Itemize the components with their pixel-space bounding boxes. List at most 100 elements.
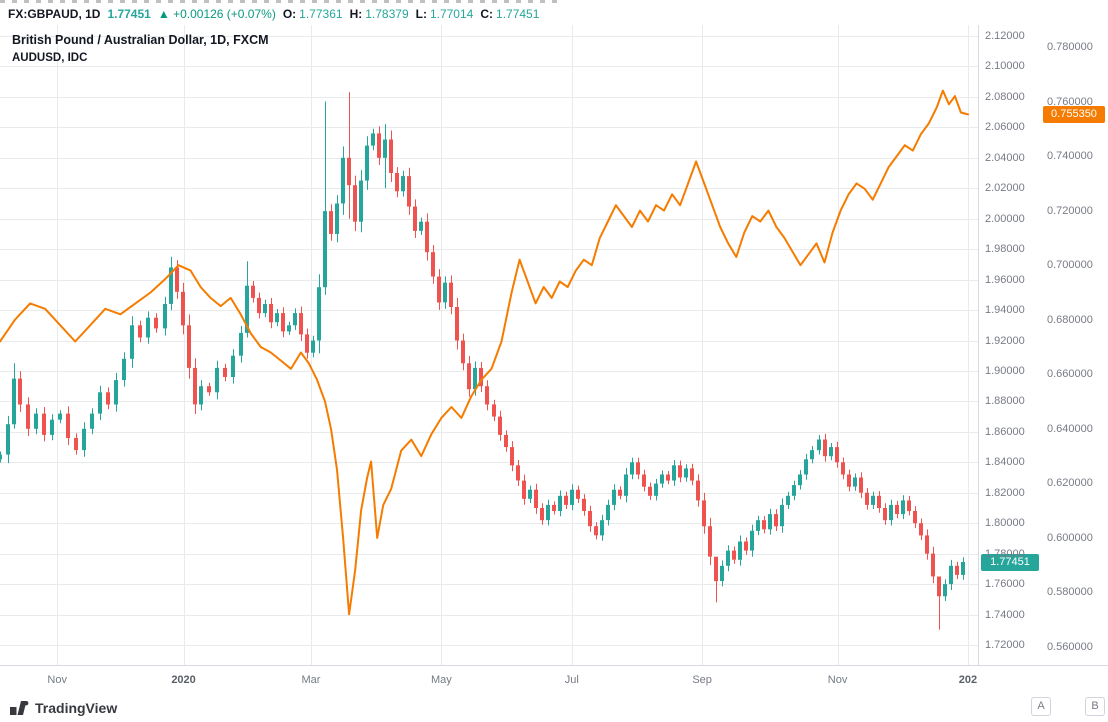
audusd-price-tick: 0.600000 — [1047, 531, 1093, 544]
candle-body — [467, 363, 471, 390]
candle-body — [377, 133, 381, 158]
candle-body — [504, 434, 508, 448]
candle-body — [347, 157, 351, 186]
candle-body — [859, 477, 863, 493]
price-axis[interactable]: 1.77451 0.755350 2.12000 2.10000 2.08000 2.… — [978, 25, 1108, 665]
gbpaud-price-tick: 1.98000 — [985, 243, 1025, 256]
candle-body — [437, 276, 441, 303]
candle-body — [365, 145, 369, 181]
audusd-price-tick: 0.680000 — [1047, 313, 1093, 326]
candle-body — [207, 386, 211, 393]
candle-body — [122, 358, 126, 381]
candle-body — [798, 474, 802, 486]
candle-body — [215, 367, 219, 393]
clipped-text-above — [0, 0, 560, 3]
candle-body — [114, 380, 118, 405]
ohlc-low: L: 1.77014 — [415, 7, 474, 21]
candle-body — [732, 550, 736, 560]
tradingview-brand[interactable]: TradingView — [10, 700, 117, 716]
candle-body — [154, 317, 158, 329]
audusd-price-tick: 0.560000 — [1047, 641, 1093, 653]
time-tick-label: Mar — [301, 674, 321, 686]
audusd-price-tick: 0.760000 — [1047, 95, 1093, 108]
candle-body — [455, 307, 459, 341]
tradingview-wordmark: TradingView — [35, 700, 118, 716]
gbpaud-price-tick: 2.08000 — [985, 90, 1025, 103]
candle-body — [901, 500, 905, 515]
candle-body — [239, 332, 243, 356]
candle-body — [768, 514, 772, 530]
candle-body — [473, 367, 477, 390]
gbpaud-price-tick: 1.88000 — [985, 395, 1025, 408]
candle-body — [786, 495, 790, 505]
time-axis[interactable]: Nov 2020 Mar May Jul Sep Nov 202 — [0, 665, 1108, 695]
audusd-price-tick: 0.740000 — [1047, 150, 1093, 163]
candle-body — [510, 447, 514, 466]
time-tick-label: Sep — [692, 674, 712, 686]
audusd-last-price-badge: 0.755350 — [1043, 106, 1105, 124]
candle-body — [305, 334, 309, 353]
candle-body — [419, 221, 423, 231]
candle-body — [42, 413, 46, 435]
symbol-name[interactable]: FX:GBPAUD, 1D — [8, 7, 101, 21]
candle-body — [163, 304, 167, 329]
candle-body — [479, 367, 483, 387]
candle-body — [26, 404, 30, 429]
candle-body — [146, 317, 150, 338]
audusd-price-tick: 0.720000 — [1047, 204, 1093, 217]
candle-body — [889, 504, 893, 521]
candle-body — [293, 313, 297, 326]
time-tick-label: 2020 — [171, 674, 196, 686]
candle-body — [546, 504, 550, 521]
candle-body — [528, 489, 532, 499]
candle-body — [263, 304, 267, 314]
scale-b-toggle[interactable]: B — [1085, 697, 1105, 716]
candle-body — [187, 325, 191, 368]
candle-body — [169, 267, 173, 304]
candle-body — [702, 500, 706, 527]
candle-body — [762, 520, 766, 530]
candle-body — [714, 556, 718, 582]
audusd-price-tick: 0.780000 — [1047, 41, 1093, 53]
candle-body — [582, 498, 586, 511]
candle-body — [181, 291, 185, 326]
gbpaud-price-tick: 2.12000 — [985, 30, 1025, 42]
candle-body — [193, 367, 197, 405]
time-tick-label: May — [430, 674, 452, 686]
candle-body — [461, 340, 465, 364]
candle-body — [877, 495, 881, 508]
candle-body — [871, 495, 875, 505]
candle-body — [865, 492, 869, 505]
candle-body — [371, 133, 375, 146]
candle-body — [684, 468, 688, 478]
candle-body — [6, 424, 10, 455]
candle-body — [534, 489, 538, 508]
candle-body — [401, 176, 405, 192]
candle-body — [74, 437, 78, 451]
gbpaud-price-tick: 2.04000 — [985, 151, 1025, 164]
candle-body — [359, 180, 363, 222]
candle-body — [449, 282, 453, 307]
candle-body — [708, 526, 712, 557]
candle-body — [606, 504, 610, 521]
chart-footer: TradingView A B — [0, 695, 1108, 721]
candle-body — [829, 447, 833, 457]
candle-body — [792, 485, 796, 496]
gbpaud-price-tick: 1.74000 — [985, 608, 1025, 621]
audusd-line — [0, 89, 969, 616]
candle-body — [138, 325, 142, 338]
scale-a-toggle[interactable]: A — [1031, 697, 1051, 716]
chart-plot-area[interactable]: British Pound / Australian Dollar, 1D, F… — [0, 25, 978, 665]
candle-body — [931, 553, 935, 577]
price-chart-canvas[interactable] — [0, 25, 978, 665]
candle-body — [389, 139, 393, 173]
candle-body — [485, 386, 489, 405]
ohlc-open: O: 1.77361 — [282, 7, 343, 21]
gbpaud-price-tick: 1.92000 — [985, 334, 1025, 347]
candle-body — [66, 413, 70, 438]
candle-body — [666, 474, 670, 481]
candle-body — [600, 520, 604, 536]
time-tick-label: 202 — [958, 674, 978, 686]
candle-body — [311, 340, 315, 353]
candle-body — [540, 508, 544, 521]
